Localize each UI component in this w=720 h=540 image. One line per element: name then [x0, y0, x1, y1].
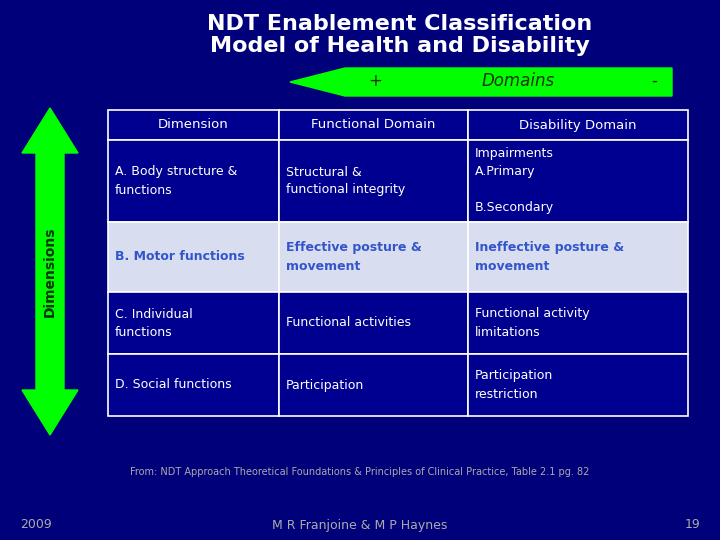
Bar [108, 222, 279, 292]
Bar [279, 140, 467, 222]
Text: A. Body structure &
functions: A. Body structure & functions [115, 165, 238, 197]
Text: Effective posture &
movement: Effective posture & movement [286, 241, 422, 273]
Bar [279, 110, 467, 140]
Bar [467, 222, 688, 292]
Polygon shape [290, 68, 672, 96]
Text: Domains: Domains [482, 72, 555, 90]
Bar [279, 354, 467, 416]
Text: 19: 19 [684, 518, 700, 531]
Bar [467, 140, 688, 222]
Bar [279, 292, 467, 354]
Text: From: NDT Approach Theoretical Foundations & Principles of Clinical Practice, Ta: From: NDT Approach Theoretical Foundatio… [130, 467, 590, 477]
Bar [467, 110, 688, 140]
Text: Functional activities: Functional activities [286, 316, 411, 329]
Text: Disability Domain: Disability Domain [519, 118, 636, 132]
Bar [108, 110, 279, 140]
Polygon shape [22, 108, 78, 435]
Text: C. Individual
functions: C. Individual functions [115, 307, 193, 339]
Text: Impairments
A.Primary

B.Secondary: Impairments A.Primary B.Secondary [474, 147, 554, 214]
Text: M R Franjoine & M P Haynes: M R Franjoine & M P Haynes [272, 518, 448, 531]
Text: Participation
restriction: Participation restriction [474, 369, 553, 401]
Bar [279, 222, 467, 292]
Text: NDT Enablement Classification: NDT Enablement Classification [207, 14, 593, 34]
Text: Functional activity
limitations: Functional activity limitations [474, 307, 589, 339]
Text: D. Social functions: D. Social functions [115, 379, 232, 392]
Text: Structural &
functional integrity: Structural & functional integrity [286, 165, 405, 197]
Text: Ineffective posture &
movement: Ineffective posture & movement [474, 241, 624, 273]
Text: Participation: Participation [286, 379, 364, 392]
Text: Functional Domain: Functional Domain [311, 118, 436, 132]
Text: 2009: 2009 [20, 518, 52, 531]
Bar [108, 292, 279, 354]
Bar [467, 292, 688, 354]
Text: Dimension: Dimension [158, 118, 229, 132]
Text: -: - [651, 72, 657, 90]
Text: B. Motor functions: B. Motor functions [115, 251, 245, 264]
Text: Model of Health and Disability: Model of Health and Disability [210, 36, 590, 56]
Bar [467, 354, 688, 416]
Text: Dimensions: Dimensions [43, 226, 57, 317]
Bar [108, 354, 279, 416]
Bar [108, 140, 279, 222]
Text: +: + [368, 72, 382, 90]
